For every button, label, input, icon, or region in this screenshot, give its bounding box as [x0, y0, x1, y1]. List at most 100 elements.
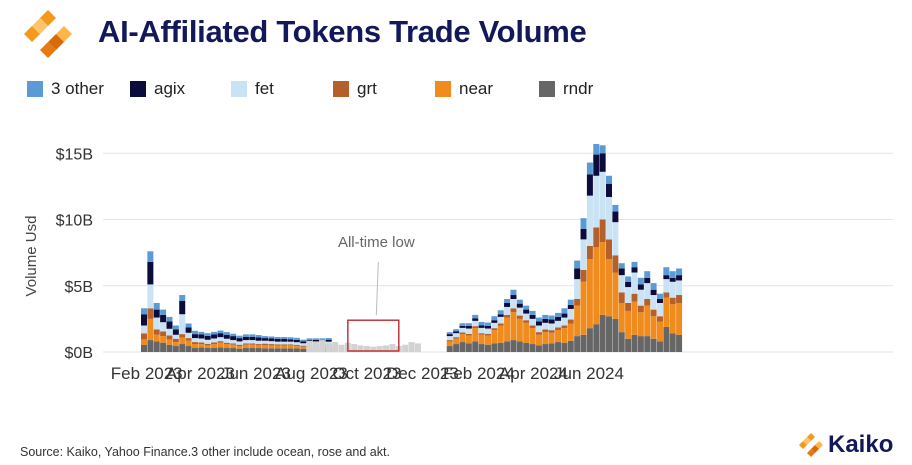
- bar-grt: [555, 327, 562, 331]
- bar-grt: [268, 344, 275, 346]
- bar-low-period: [319, 340, 326, 352]
- bar-fet: [274, 341, 281, 345]
- bar-3-other: [319, 338, 326, 340]
- bar-near: [472, 328, 479, 342]
- bar-rndr: [293, 348, 300, 352]
- bar-3-other: [669, 271, 676, 278]
- bar-3-other: [606, 175, 613, 184]
- x-tick-label: Dec 2023: [386, 364, 459, 383]
- bar-agix: [281, 339, 288, 342]
- bar-near: [644, 305, 651, 337]
- bar-agix: [160, 314, 167, 323]
- bar-grt: [548, 330, 555, 333]
- bar-fet: [586, 195, 593, 246]
- bar-near: [300, 346, 307, 349]
- bar-rndr: [656, 341, 663, 352]
- bar-rndr: [217, 347, 224, 352]
- bar-fet: [223, 338, 230, 343]
- bar-fet: [281, 341, 288, 345]
- bar-3-other: [242, 334, 249, 337]
- bar-fet: [211, 338, 218, 343]
- bar-3-other: [631, 261, 638, 268]
- bar-low-period: [306, 340, 313, 352]
- bar-agix: [529, 314, 536, 319]
- bar-3-other: [274, 337, 281, 340]
- bar-3-other: [561, 308, 568, 314]
- bar-grt: [606, 239, 613, 260]
- bar-near: [293, 345, 300, 349]
- bar-near: [567, 323, 574, 341]
- bar-fet: [644, 283, 651, 299]
- bar-3-other: [618, 263, 625, 269]
- bar-fet: [472, 320, 479, 327]
- bar-rndr: [548, 343, 555, 352]
- bar-agix: [497, 314, 504, 317]
- bar-near: [497, 325, 504, 343]
- bar-agix: [459, 325, 466, 328]
- bar-agix: [472, 318, 479, 321]
- bar-agix: [172, 329, 179, 335]
- bar-rndr: [191, 348, 198, 352]
- bar-agix: [656, 299, 663, 303]
- bar-rndr: [484, 344, 491, 352]
- bar-agix: [593, 154, 600, 176]
- bar-rndr: [459, 342, 466, 352]
- bar-3-other: [567, 299, 574, 305]
- bar-grt: [676, 295, 683, 303]
- bar-fet: [147, 284, 154, 309]
- bar-near: [580, 281, 587, 335]
- bar-near: [669, 304, 676, 334]
- bar-rndr: [567, 340, 574, 352]
- bar-agix: [574, 268, 581, 280]
- bar-fet: [535, 325, 542, 333]
- bar-rndr: [185, 346, 192, 352]
- bar-3-other: [465, 323, 472, 326]
- bar-rndr: [160, 342, 167, 352]
- bar-3-other: [147, 251, 154, 262]
- bar-agix: [179, 300, 186, 315]
- bar-near: [204, 345, 211, 349]
- y-tick-label: $5B: [65, 279, 93, 296]
- bar-agix: [650, 289, 657, 296]
- bar-agix: [185, 327, 192, 333]
- legend-swatch: [435, 81, 451, 97]
- bar-near: [484, 335, 491, 345]
- bar-fet: [504, 306, 511, 315]
- bar-agix: [198, 334, 205, 339]
- bar-low-period: [370, 346, 377, 352]
- bar-rndr: [166, 344, 173, 352]
- bar-near: [453, 338, 460, 345]
- bar-fet: [625, 287, 632, 303]
- bar-near: [262, 344, 269, 349]
- bar-grt: [542, 329, 549, 333]
- bar-3-other: [504, 299, 511, 303]
- bar-grt: [599, 219, 606, 243]
- bar-fet: [287, 341, 294, 345]
- bar-near: [236, 346, 243, 349]
- legend-swatch: [27, 81, 43, 97]
- bar-3-other: [230, 333, 237, 337]
- bar-3-other: [580, 218, 587, 229]
- y-tick-label: $10B: [56, 213, 93, 230]
- bar-agix: [637, 284, 644, 290]
- bar-agix: [631, 267, 638, 273]
- bar-near: [618, 302, 625, 333]
- bar-3-other: [548, 315, 555, 320]
- bar-near: [593, 247, 600, 325]
- bar-agix: [166, 321, 173, 329]
- bar-3-other: [656, 293, 663, 299]
- bar-grt: [535, 332, 542, 335]
- bar-rndr: [593, 324, 600, 352]
- bar-fet: [637, 289, 644, 306]
- bar-rndr: [255, 348, 262, 352]
- bar-fet: [669, 281, 676, 298]
- bar-3-other: [523, 305, 530, 310]
- bar-agix: [325, 339, 332, 342]
- bar-rndr: [586, 328, 593, 352]
- bar-3-other: [293, 337, 300, 340]
- bar-fet: [268, 341, 275, 345]
- bar-near: [676, 302, 683, 335]
- bar-3-other: [453, 329, 460, 332]
- bar-near: [542, 332, 549, 345]
- bar-fet: [262, 340, 269, 344]
